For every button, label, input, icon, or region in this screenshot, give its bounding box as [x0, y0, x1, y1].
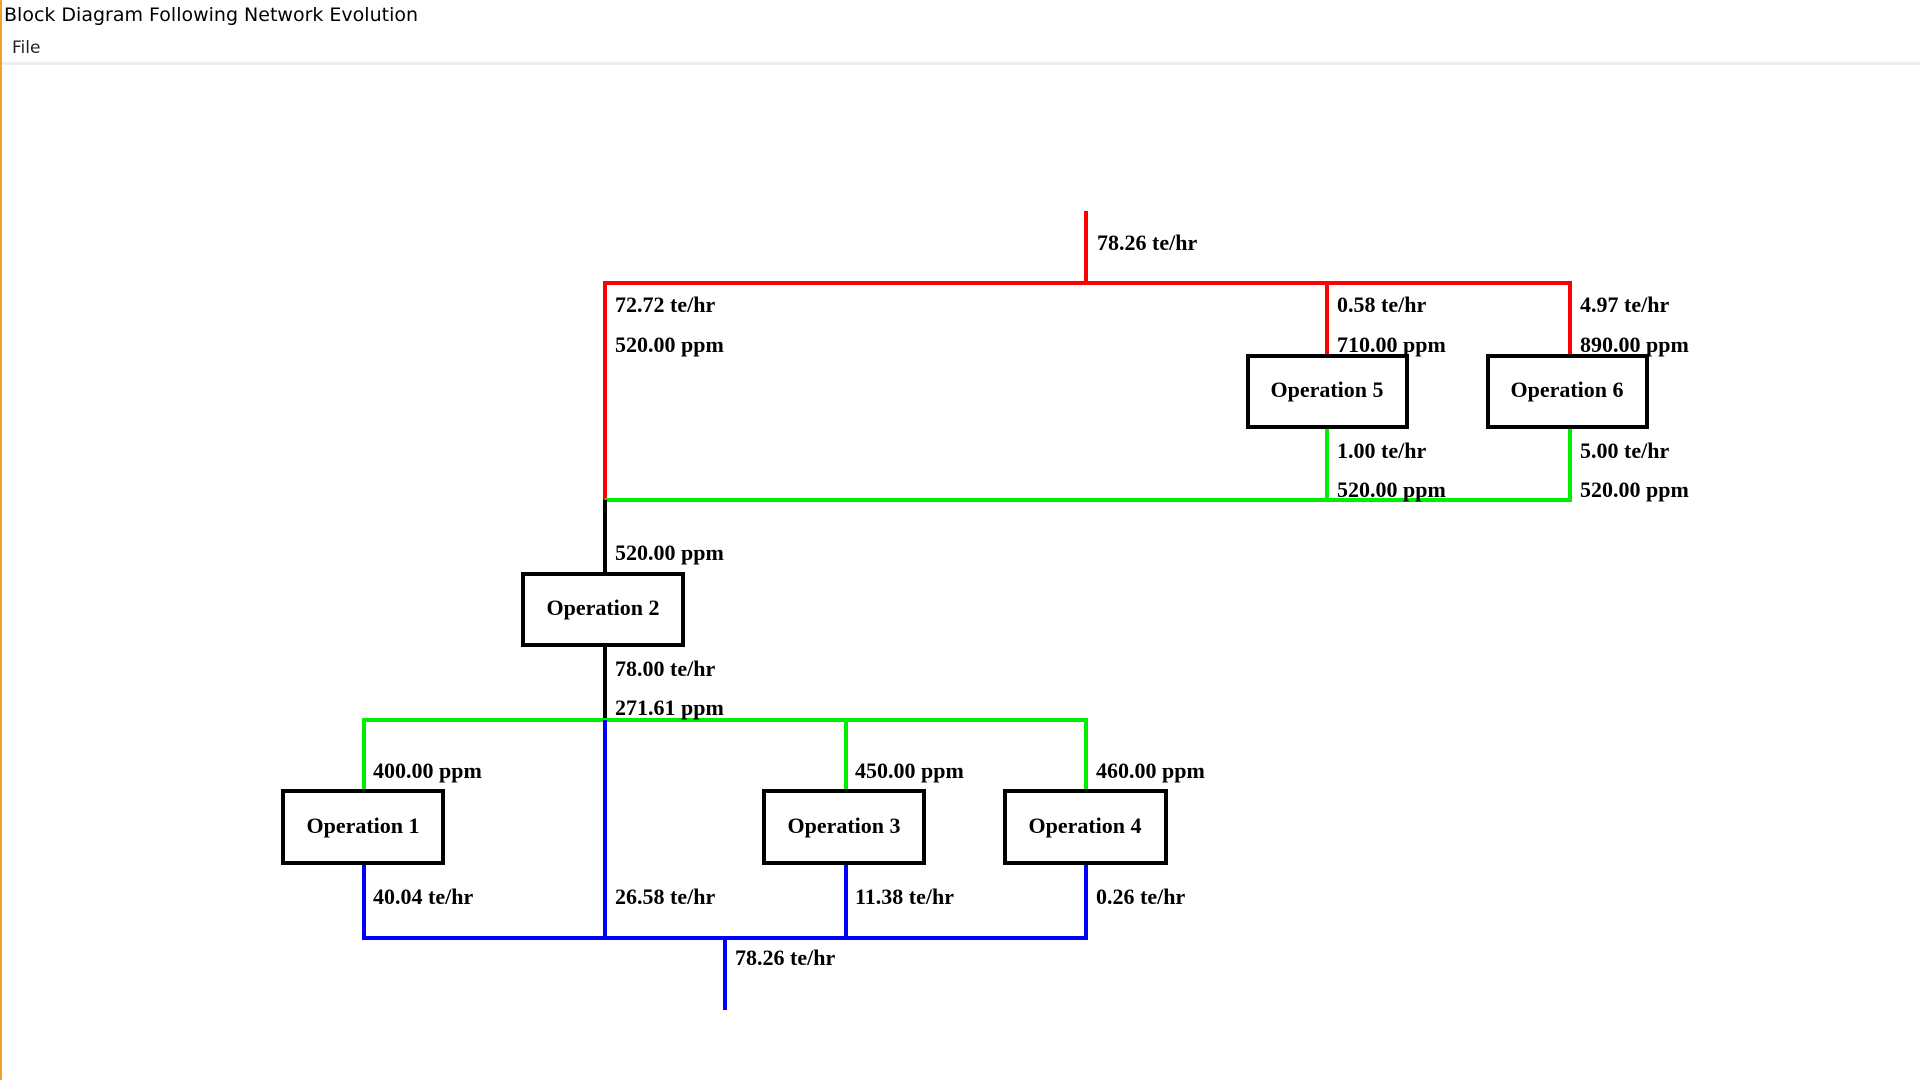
operation-1-block[interactable]: Operation 1: [281, 789, 445, 865]
waste-total-label: 78.26 te/hr: [735, 945, 835, 970]
fresh-to-op5-flow-label: 0.58 te/hr: [1337, 292, 1426, 317]
bypass-flow-label: 26.58 te/hr: [615, 884, 715, 909]
op1-in-conc-label: 400.00 ppm: [373, 758, 482, 783]
operation-1-label: Operation 1: [306, 813, 419, 838]
fresh-to-op2-flow-label: 72.72 te/hr: [615, 292, 715, 317]
op1-out-flow-label: 40.04 te/hr: [373, 884, 473, 909]
operation-2-label: Operation 2: [546, 595, 659, 620]
fresh-to-op2-conc-label: 520.00 ppm: [615, 332, 724, 357]
operation-3-label: Operation 3: [787, 813, 900, 838]
window-title: Block Diagram Following Network Evolutio…: [4, 4, 419, 26]
fresh-total-label: 78.26 te/hr: [1097, 230, 1197, 255]
op6-out-flow-label: 5.00 te/hr: [1580, 438, 1669, 463]
op6-out-conc-label: 520.00 ppm: [1580, 477, 1689, 502]
operation-5-label: Operation 5: [1270, 377, 1383, 402]
fresh-to-op5-conc-label: 710.00 ppm: [1337, 332, 1446, 357]
operation-6-block[interactable]: Operation 6: [1486, 354, 1649, 429]
operation-4-block[interactable]: Operation 4: [1003, 789, 1168, 865]
fresh-to-op6-conc-label: 890.00 ppm: [1580, 332, 1689, 357]
op5-out-conc-label: 520.00 ppm: [1337, 477, 1446, 502]
op3-out-flow-label: 11.38 te/hr: [855, 884, 954, 909]
op5-out-flow-label: 1.00 te/hr: [1337, 438, 1426, 463]
op4-in-conc-label: 460.00 ppm: [1096, 758, 1205, 783]
operation-4-label: Operation 4: [1028, 813, 1141, 838]
operation-5-block[interactable]: Operation 5: [1246, 354, 1409, 429]
fresh-to-op6-flow-label: 4.97 te/hr: [1580, 292, 1669, 317]
operation-3-block[interactable]: Operation 3: [762, 789, 926, 865]
op3-in-conc-label: 450.00 ppm: [855, 758, 964, 783]
op2-out-flow-label: 78.00 te/hr: [615, 656, 715, 681]
op2-out-conc-label: 271.61 ppm: [615, 695, 724, 720]
operation-6-label: Operation 6: [1510, 377, 1623, 402]
menu-bar: File: [2, 34, 1920, 65]
window-edge: [0, 0, 2, 1080]
op2-in-conc-label: 520.00 ppm: [615, 540, 724, 565]
operation-2-block[interactable]: Operation 2: [521, 572, 685, 647]
menu-file[interactable]: File: [12, 38, 41, 58]
op4-out-flow-label: 0.26 te/hr: [1096, 884, 1185, 909]
